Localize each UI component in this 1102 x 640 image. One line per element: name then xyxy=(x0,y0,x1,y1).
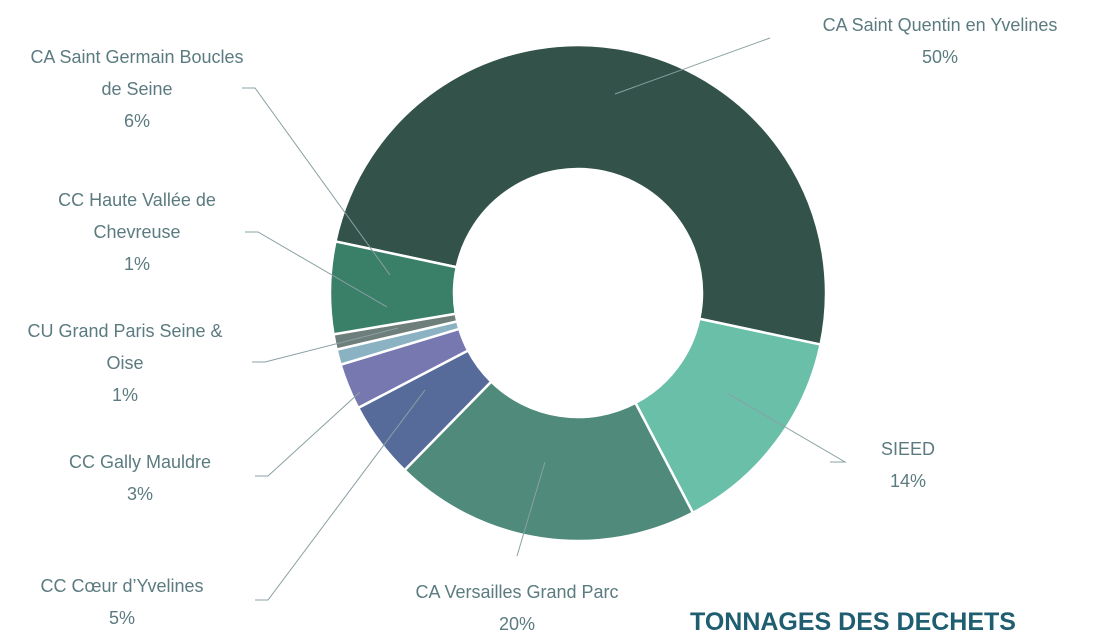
category-label: CA Saint Germain Boucles de Seine xyxy=(30,47,244,99)
category-label: CU Grand Paris Seine & Oise xyxy=(27,321,223,373)
leader-line xyxy=(245,231,388,308)
category-label: CC Haute Vallée de Chevreuse xyxy=(58,190,216,242)
data-label: CA Saint Germain Boucles de Seine 6% xyxy=(27,41,247,137)
data-label: CC Haute Vallée de Chevreuse 1% xyxy=(27,184,247,280)
leader-line xyxy=(726,392,847,463)
donut-slice xyxy=(328,239,459,336)
leader-line xyxy=(516,461,546,557)
donut-slice xyxy=(333,43,828,347)
value-label: 1% xyxy=(111,385,138,405)
value-label: 20% xyxy=(498,614,536,634)
category-label: SIEED xyxy=(880,439,936,459)
value-label: 5% xyxy=(108,608,135,628)
category-label: CA Saint Quentin en Yvelines xyxy=(822,15,1058,35)
donut-slice xyxy=(633,317,823,515)
data-label: CA Saint Quentin en Yvelines 50% xyxy=(760,9,1102,73)
leader-line xyxy=(255,389,426,601)
data-label: CC Cœur d’Yvelines 5% xyxy=(12,570,232,634)
leader-line xyxy=(252,327,399,363)
category-label: CC Gally Mauldre xyxy=(68,452,212,472)
value-label: 14% xyxy=(889,471,927,491)
value-label: 6% xyxy=(123,111,150,131)
data-label: SIEED 14% xyxy=(838,433,978,497)
donut-slice xyxy=(402,379,695,543)
data-label: CC Gally Mauldre 3% xyxy=(30,446,250,510)
data-label: CA Versailles Grand Parc 20% xyxy=(367,576,667,640)
data-label: CU Grand Paris Seine & Oise 1% xyxy=(15,315,235,411)
value-label: 3% xyxy=(126,484,153,504)
value-label: 50% xyxy=(921,47,959,67)
leader-line xyxy=(614,37,771,95)
chart-title: TONNAGES DES DECHETS xyxy=(690,608,1016,636)
category-label: CA Versailles Grand Parc xyxy=(415,582,619,602)
category-label: CC Cœur d’Yvelines xyxy=(40,576,204,596)
leader-line xyxy=(255,391,361,477)
value-label: 1% xyxy=(123,254,150,274)
leader-lines xyxy=(242,37,847,601)
slices xyxy=(328,43,828,543)
leader-line xyxy=(242,87,391,276)
